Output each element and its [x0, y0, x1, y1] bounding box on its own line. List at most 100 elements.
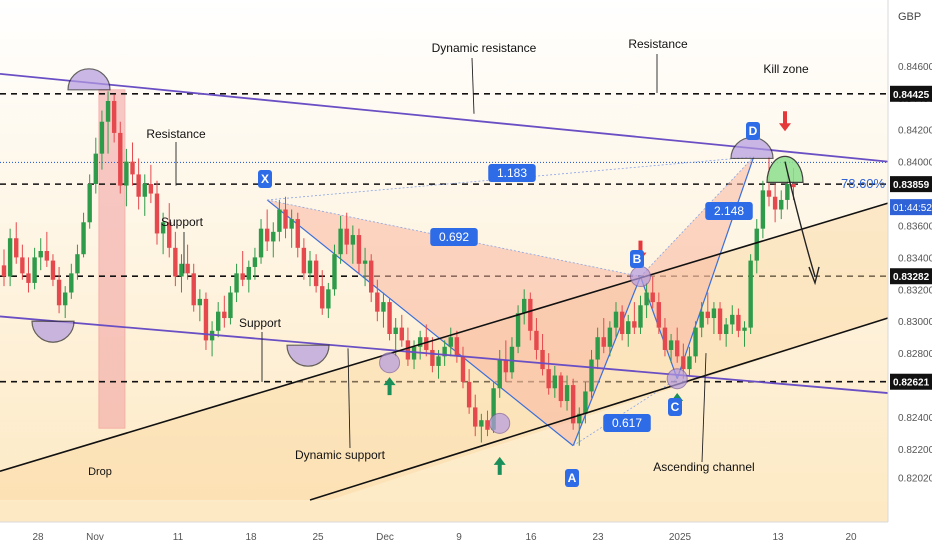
candle-body: [644, 292, 649, 306]
y-tick-label: 0.82200: [898, 445, 932, 456]
candle-body: [393, 327, 398, 335]
candle-body: [167, 222, 172, 248]
x-tick-label: 13: [772, 532, 784, 543]
candle-body: [375, 292, 380, 312]
y-tick-label: 0.83400: [898, 253, 932, 264]
candle-body: [699, 311, 704, 328]
candle-body: [430, 349, 435, 366]
candle-body: [748, 260, 753, 328]
candle-body: [136, 174, 141, 197]
candle-body: [118, 132, 123, 186]
candle-body: [705, 311, 710, 319]
candle-body: [736, 314, 741, 331]
candle-body: [717, 308, 723, 335]
x-tick-label: 18: [245, 532, 257, 543]
candle-body: [320, 286, 325, 309]
candle-body: [332, 254, 337, 290]
candle-body: [711, 308, 717, 319]
candle-body: [546, 369, 551, 389]
candle-body: [497, 359, 502, 389]
candle-body: [650, 292, 655, 303]
reversal-arc: [67, 68, 111, 91]
countdown-tag: 01:44:52: [893, 203, 932, 214]
candle-body: [283, 209, 288, 229]
candle-body: [381, 302, 386, 312]
candle-body: [509, 346, 515, 373]
candle-body: [216, 311, 221, 331]
candle-body: [356, 235, 362, 264]
candle-body: [240, 273, 245, 280]
candle-body: [454, 337, 460, 357]
candle-body: [222, 311, 227, 319]
pointer-dynamic-resistance: [471, 57, 475, 114]
price-level-tag-bg: [890, 85, 932, 102]
x-tick-label: 2025: [669, 532, 692, 543]
annotation-dynamic-resistance: Dynamic resistance: [432, 41, 537, 55]
candle-body: [558, 375, 564, 402]
x-tick-label: 23: [592, 532, 604, 543]
candle-body: [583, 391, 588, 414]
pattern-ratio-line: [640, 156, 754, 277]
channel-lower-line: [309, 317, 889, 501]
candle-body: [344, 228, 349, 245]
ratio-badge: 2.148: [714, 204, 744, 218]
candle-body: [307, 260, 313, 274]
dynamic-support-line: [0, 315, 889, 394]
y-tick-label: 0.83600: [898, 221, 932, 232]
candle-body: [264, 228, 270, 242]
candle-body: [485, 420, 490, 430]
candle-body: [142, 183, 147, 197]
candle-body: [436, 356, 441, 366]
candle-body: [246, 266, 251, 280]
candle-body: [656, 302, 662, 328]
candle-body: [271, 231, 276, 242]
currency-label: GBP: [898, 11, 921, 23]
candle-body: [448, 337, 453, 347]
candle-body: [754, 228, 759, 261]
price-level-tag: 0.82621: [893, 378, 930, 389]
countdown-tag-bg: [890, 199, 932, 216]
y-tick-label: 0.82800: [898, 349, 932, 360]
x-tick-label: 28: [32, 532, 44, 543]
x-tick-label: 20: [845, 532, 857, 543]
candle-body: [362, 260, 368, 264]
x-tick-label: Dec: [376, 532, 394, 543]
candle-body: [191, 273, 196, 306]
candle-body: [460, 356, 466, 382]
candle-body: [638, 305, 643, 328]
candle-body: [595, 337, 600, 360]
candle-body: [772, 196, 778, 210]
candle-body: [338, 228, 343, 255]
price-level-tag: 0.83282: [893, 272, 930, 283]
candle-body: [87, 183, 92, 223]
candle-body: [228, 292, 233, 319]
candle-body: [399, 327, 404, 341]
point-label-b: B: [633, 252, 642, 266]
candle-body: [56, 279, 62, 306]
candle-body: [613, 311, 619, 328]
candle-body: [730, 314, 735, 325]
candle-body: [632, 321, 637, 328]
x-tick-label: 16: [525, 532, 537, 543]
y-tick-label: 0.82400: [898, 413, 932, 424]
ratio-badge: 0.617: [612, 416, 642, 430]
candle-body: [234, 273, 239, 293]
candle-body: [564, 385, 570, 402]
y-tick-label: 0.83000: [898, 317, 932, 328]
touch-point-circle: [629, 266, 651, 288]
pattern-leg: [266, 199, 574, 447]
sell-arrow-icon: [779, 111, 791, 132]
candle-body: [528, 298, 533, 331]
candle-body: [693, 327, 698, 357]
pointer-dynamic-support: [347, 348, 351, 449]
candle-body: [69, 273, 74, 293]
annotation-kill-zone: Kill zone: [763, 62, 809, 76]
pattern-leg: [676, 156, 755, 379]
point-label-d: D: [749, 124, 758, 138]
candle-body: [522, 298, 527, 314]
point-label-a-bg: [565, 469, 579, 487]
y-tick-label: 0.82020: [898, 474, 932, 485]
projection-arrowhead: [808, 266, 820, 286]
candle-body: [791, 183, 796, 188]
